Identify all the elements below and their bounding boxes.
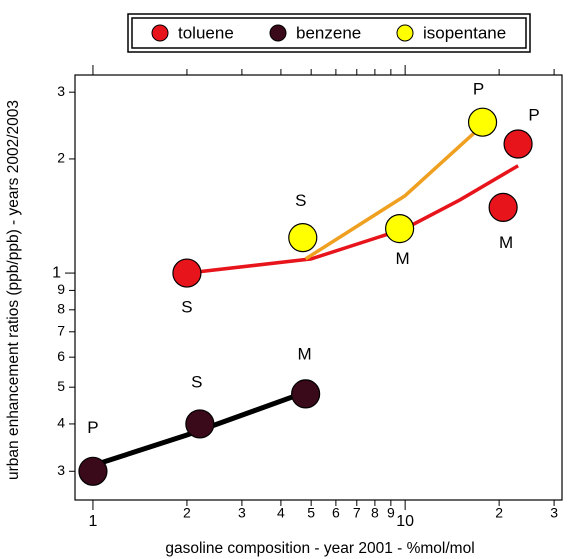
fit-line bbox=[186, 164, 519, 275]
plot-frame bbox=[74, 74, 563, 501]
point bbox=[488, 192, 518, 223]
x-tick-label: 4 bbox=[277, 505, 285, 521]
point bbox=[291, 379, 321, 409]
fit-line bbox=[304, 129, 479, 261]
legend-box-inner bbox=[131, 17, 527, 49]
x-tick-label: 9 bbox=[387, 505, 395, 521]
point-label: S bbox=[295, 191, 306, 210]
point-label: P bbox=[87, 418, 98, 437]
legend-marker bbox=[396, 24, 414, 42]
point-label: P bbox=[473, 80, 484, 99]
x-tick-label: 2 bbox=[183, 505, 191, 521]
y-tick-label: 1 bbox=[52, 264, 61, 281]
x-tick-label: 6 bbox=[332, 505, 340, 521]
x-tick-label: 7 bbox=[353, 505, 361, 521]
y-axis-label: urban enhancement ratios (ppb/ppb) - yea… bbox=[5, 100, 22, 480]
legend-label: toluene bbox=[178, 23, 234, 42]
point-label: S bbox=[181, 298, 192, 317]
y-tick-label: 4 bbox=[57, 415, 65, 431]
y-tick-label: 3 bbox=[57, 83, 65, 99]
point bbox=[503, 129, 533, 159]
y-tick-label: 6 bbox=[57, 348, 65, 364]
y-tick-label: 3 bbox=[57, 462, 65, 478]
point bbox=[78, 456, 108, 486]
x-tick-label: 2 bbox=[495, 505, 503, 521]
y-tick-label: 8 bbox=[57, 301, 65, 317]
point bbox=[385, 214, 415, 244]
x-tick-label: 8 bbox=[371, 505, 379, 521]
legend-label: benzene bbox=[296, 23, 361, 42]
x-axis-label: gasoline composition - year 2001 - %mol/… bbox=[165, 540, 474, 557]
legend-box bbox=[127, 13, 531, 53]
x-tick-label: 3 bbox=[550, 505, 558, 521]
point bbox=[288, 223, 318, 253]
point-label: M bbox=[396, 249, 410, 268]
point bbox=[172, 258, 202, 288]
point-label: P bbox=[528, 105, 539, 124]
x-tick-label: 3 bbox=[238, 505, 246, 521]
point bbox=[467, 107, 498, 137]
point-label: S bbox=[191, 372, 202, 391]
point-label: M bbox=[298, 344, 312, 363]
x-tick-label: 5 bbox=[307, 505, 315, 521]
legend-marker bbox=[269, 24, 287, 42]
point bbox=[185, 409, 215, 439]
y-tick-label: 9 bbox=[57, 281, 65, 297]
x-tick-label: 1 bbox=[88, 513, 97, 530]
point-label: M bbox=[499, 233, 513, 252]
legend-marker bbox=[151, 24, 169, 42]
y-tick-label: 2 bbox=[57, 150, 65, 166]
fit-line bbox=[98, 389, 307, 466]
legend-label: isopentane bbox=[423, 23, 506, 42]
x-tick-label: 10 bbox=[396, 513, 414, 530]
y-tick-label: 7 bbox=[57, 322, 65, 338]
y-tick-label: 5 bbox=[57, 378, 65, 394]
